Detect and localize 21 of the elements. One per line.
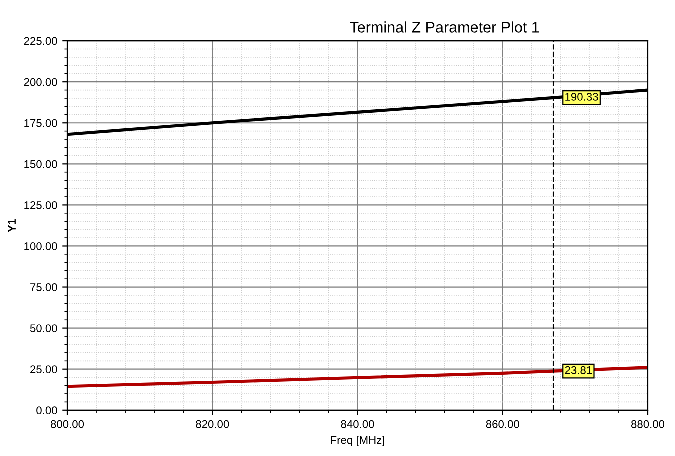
line-series <box>68 366 648 388</box>
x-tick-label: 840.00 <box>341 420 374 428</box>
y-tick-label: 50.00 <box>30 324 58 332</box>
y-tick-label: 225.00 <box>24 37 58 46</box>
y-tick-label: 75.00 <box>30 284 58 292</box>
x-axis-title: Freq [MHz] <box>331 436 384 446</box>
y-tick-label: 100.00 <box>24 242 58 250</box>
x-tick-label: 880.00 <box>631 420 665 428</box>
y-tick-label: 125.00 <box>24 201 58 210</box>
annotation: 23.81 <box>565 366 592 374</box>
y-axis-title: Y1 <box>8 219 16 232</box>
y-tick-label: 150.00 <box>24 160 58 168</box>
x-tick-label: 820.00 <box>196 420 230 428</box>
y-tick-label: 25.00 <box>30 366 58 374</box>
y-tick-label: 0.00 <box>36 406 58 415</box>
y-tick-label: 200.00 <box>24 78 58 86</box>
x-tick-label: 860.00 <box>486 420 520 428</box>
annotation: 190.33 <box>566 93 598 101</box>
chart-title: Terminal Z Parameter Plot 1 <box>350 22 540 33</box>
x-tick-label: 800.00 <box>50 420 84 428</box>
y-tick-label: 175.00 <box>24 119 58 128</box>
